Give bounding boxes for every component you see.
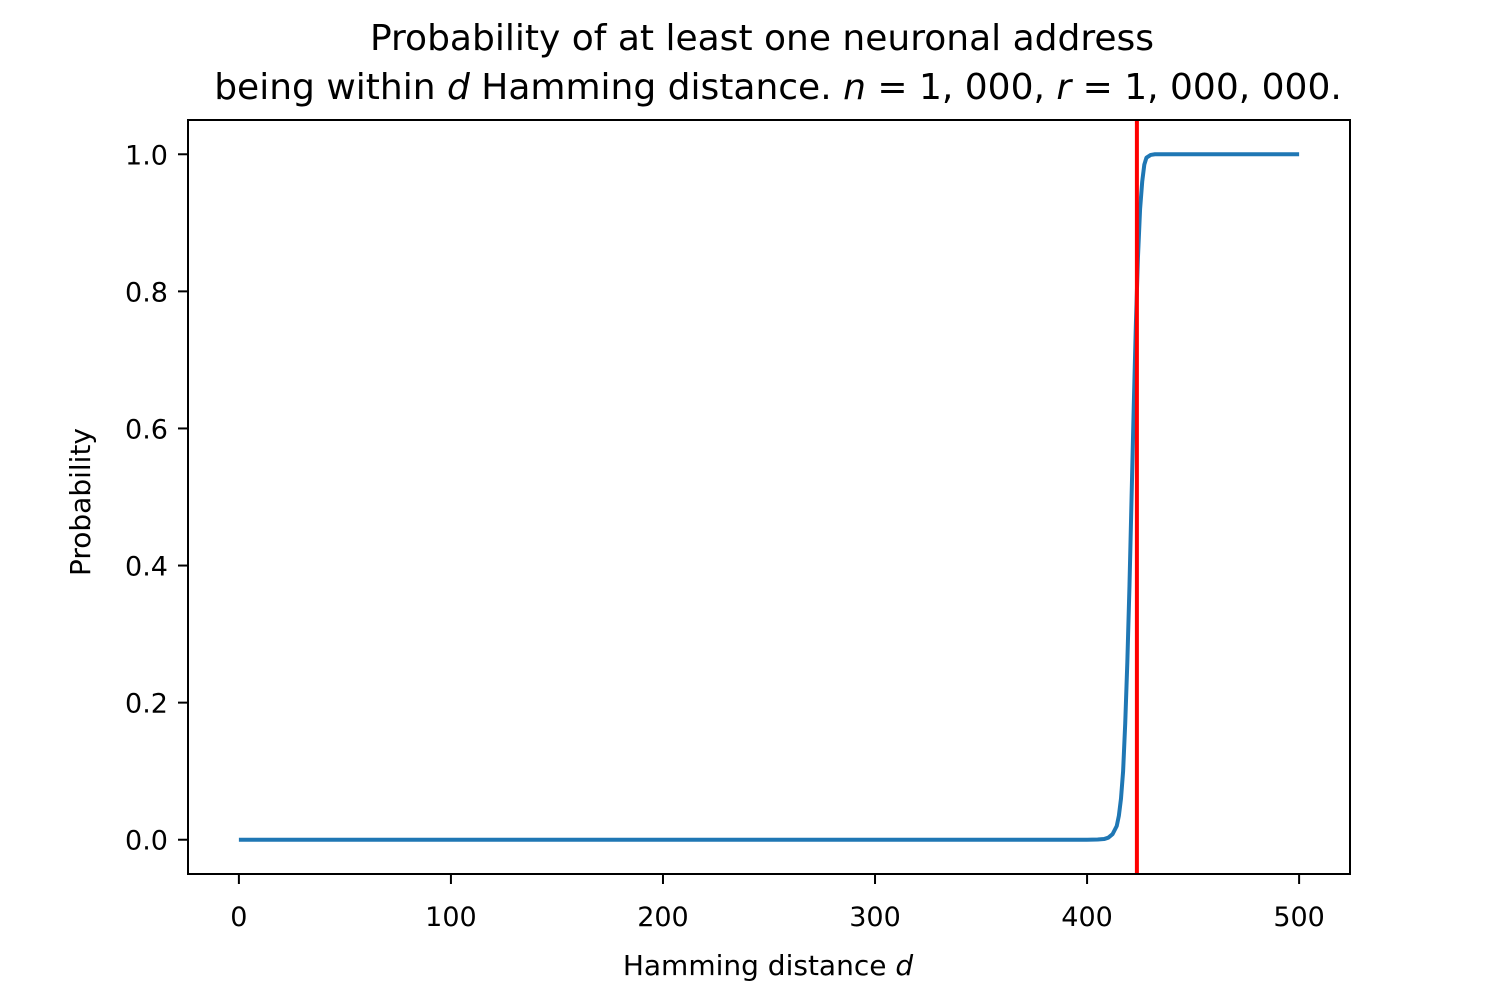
chart-title-line-2: being within d Hamming distance. n = 1, … <box>214 67 1342 108</box>
y-tick-label: 0.4 <box>125 552 168 583</box>
x-tick-label: 300 <box>849 902 901 933</box>
title-var-r: r <box>1056 67 1073 108</box>
x-axis-label: Hamming distance d <box>623 949 914 982</box>
y-tick-label: 0.2 <box>125 689 168 720</box>
title-r-value: = 1, 000, 000. <box>1071 67 1342 108</box>
title-var-n: n <box>843 67 866 108</box>
x-axis-label-text: Hamming distance <box>623 949 896 982</box>
x-axis-label-var: d <box>895 949 913 982</box>
plot-area <box>238 120 1300 874</box>
axes-frame <box>187 119 1351 875</box>
series-line-0 <box>238 152 1300 842</box>
x-tick-label: 0 <box>230 902 247 933</box>
x-tick-label: 400 <box>1061 902 1113 933</box>
title-n-value: = 1, 000, <box>866 67 1056 108</box>
x-axis-ticks: 0 100 200 300 400 500 <box>230 874 1325 933</box>
y-tick-label: 0.6 <box>125 414 168 445</box>
x-tick-label: 500 <box>1273 902 1325 933</box>
x-tick-label: 100 <box>425 902 477 933</box>
x-tick-label: 200 <box>637 902 689 933</box>
title-text-hamming: Hamming distance. <box>470 67 843 108</box>
title-var-d: d <box>447 67 471 108</box>
y-axis-label: Probability <box>64 428 97 576</box>
y-axis-ticks: 0.0 0.2 0.4 0.6 0.8 1.0 <box>125 140 188 857</box>
title-text-within: being within <box>214 67 447 108</box>
y-tick-label: 1.0 <box>125 140 168 171</box>
y-tick-label: 0.8 <box>125 277 168 308</box>
y-tick-label: 0.0 <box>125 826 168 857</box>
chart-title-line-1: Probability of at least one neuronal add… <box>370 18 1154 59</box>
